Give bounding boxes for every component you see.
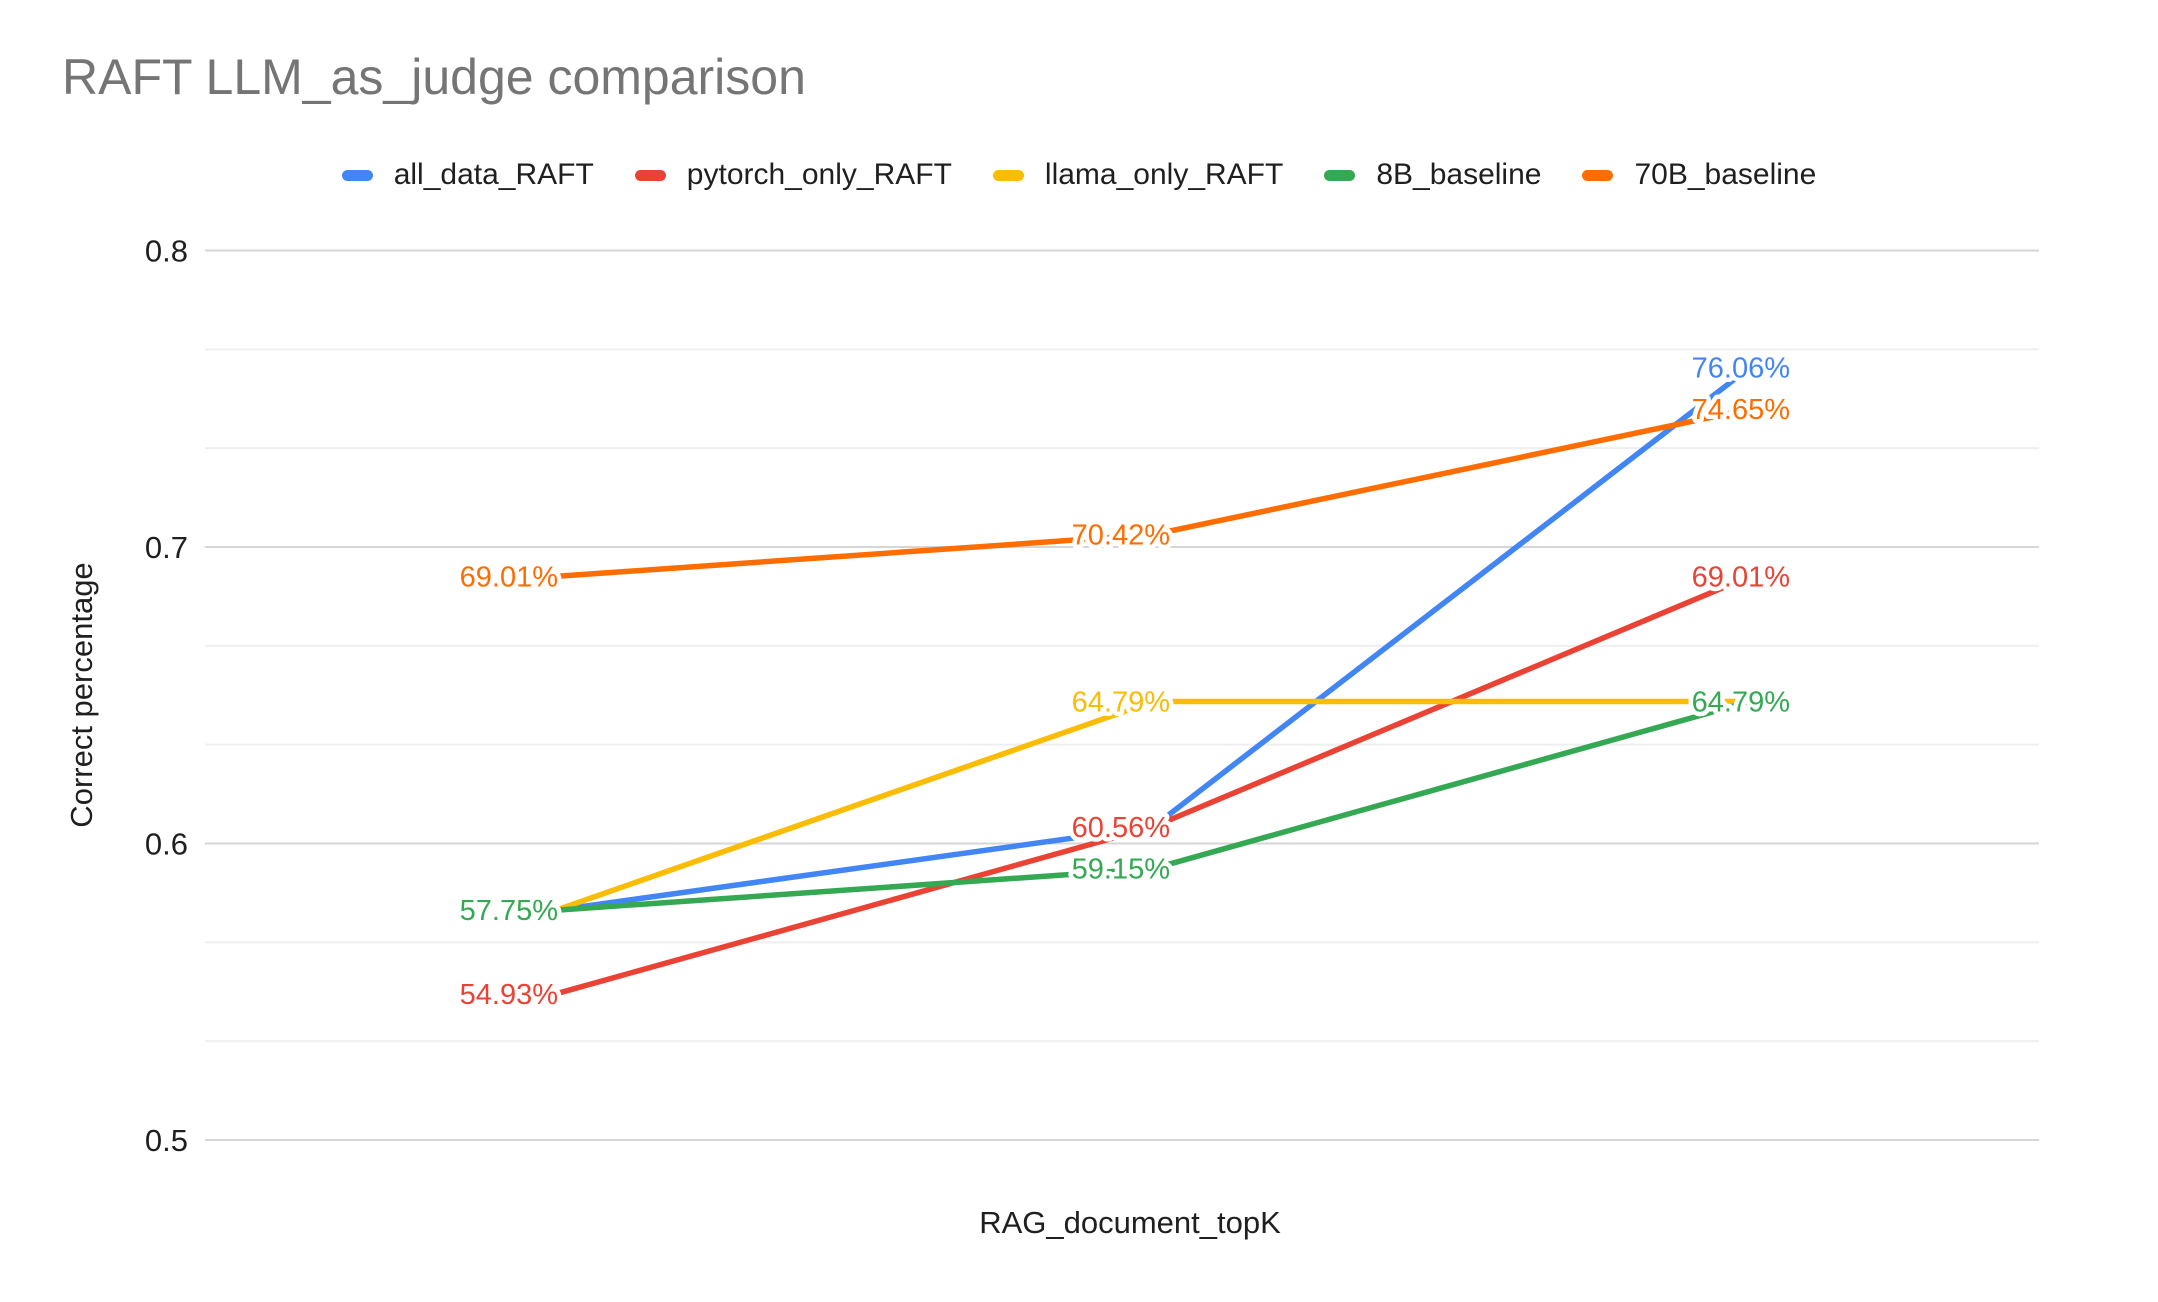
data-label-pytorch_only_RAFT: 69.01% [1692, 561, 1790, 593]
data-label-pytorch_only_RAFT: 54.93% [460, 979, 558, 1011]
data-label-llama_only_RAFT: 64.79% [1072, 686, 1170, 718]
legend-swatch [1324, 169, 1356, 181]
data-label-all_data_RAFT: 76.06% [1692, 352, 1790, 384]
data-label-pytorch_only_RAFT: 60.56% [1072, 812, 1170, 844]
data-label-8B_baseline: 57.75% [460, 895, 558, 927]
legend-item-70B_baseline: 70B_baseline [1582, 158, 1816, 192]
data-labels: 57.75%60.56%76.06%54.93%60.56%69.01%57.7… [455, 348, 1794, 1016]
legend-label: all_data_RAFT [393, 158, 594, 191]
data-label-70B_baseline: 70.42% [1072, 520, 1170, 552]
data-label-8B_baseline: 59.15% [1072, 854, 1170, 886]
legend-swatch [992, 169, 1024, 181]
legend-label: pytorch_only_RAFT [686, 158, 952, 191]
legend-label: 70B_baseline [1634, 158, 1817, 191]
gridlines [205, 249, 2039, 1141]
data-label-8B_baseline: 64.79% [1692, 686, 1790, 718]
y-tick-label: 0.5 [145, 1123, 188, 1158]
x-axis-title: RAG_document_topK [979, 1205, 1281, 1240]
y-tick-label: 0.7 [145, 530, 188, 565]
series-lines [553, 364, 1753, 997]
y-tick-label: 0.8 [145, 234, 188, 269]
chart-title: RAFT LLM_as_judge comparison [62, 49, 806, 105]
y-tick-label: 0.6 [145, 827, 188, 862]
data-label-70B_baseline: 69.01% [460, 561, 558, 593]
legend-item-8B_baseline: 8B_baseline [1324, 158, 1541, 192]
legend-swatch [634, 169, 666, 181]
legend-label: llama_only_RAFT [1044, 158, 1284, 191]
data-label-llama_only_RAFT: 57.75% [460, 895, 558, 927]
legend-item-pytorch_only_RAFT: pytorch_only_RAFT [634, 158, 952, 192]
data-label-all_data_RAFT: 57.75% [460, 895, 558, 927]
legend-swatch [341, 169, 373, 181]
legend: all_data_RAFT pytorch_only_RAFT llama_only… [0, 157, 2158, 193]
y-axis-title: Correct percentage [64, 562, 99, 827]
legend-swatch [1582, 169, 1614, 181]
series-line-8B_baseline [553, 698, 1753, 913]
y-axis-tick-labels: 0.8 0.7 0.6 0.5 [145, 234, 188, 1159]
legend-item-llama_only_RAFT: llama_only_RAFT [992, 158, 1284, 192]
legend-item-all_data_RAFT: all_data_RAFT [341, 158, 594, 192]
data-label-70B_baseline: 74.65% [1692, 394, 1790, 426]
series-line-llama_only_RAFT [553, 698, 1753, 913]
series-line-pytorch_only_RAFT [553, 573, 1753, 997]
series-line-70B_baseline [553, 406, 1753, 580]
data-label-all_data_RAFT: 60.56% [1072, 812, 1170, 844]
data-label-llama_only_RAFT: 64.79% [1692, 686, 1790, 718]
legend-label: 8B_baseline [1376, 158, 1542, 191]
